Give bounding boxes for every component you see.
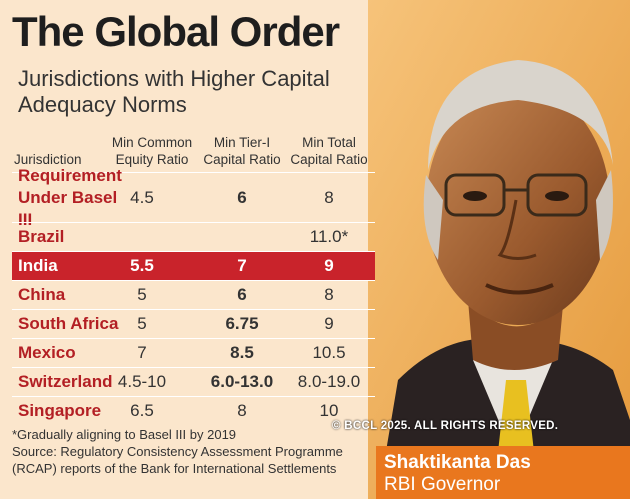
table-row: China 5 6 8: [12, 280, 375, 309]
table-row: Requirement Under Basel III 4.5 6 8: [12, 166, 375, 229]
header-line: Min Tier-I: [213, 135, 271, 150]
cell-total: 8.0-19.0: [297, 372, 361, 391]
cell-tier1: 6: [237, 187, 247, 207]
row-jurisdiction: Brazil: [18, 227, 65, 246]
cell-equity: 7: [137, 343, 147, 362]
header-line: Capital Ratio: [290, 152, 368, 167]
cell-tier1: 8: [237, 401, 247, 420]
table-row: Switzerland 4.5-10 6.0-13.0 8.0-19.0: [12, 367, 375, 396]
header-total-ratio: Min Total Capital Ratio: [284, 134, 374, 168]
header-jurisdiction: Jurisdiction: [14, 152, 82, 167]
cell-tier1: 6: [237, 285, 247, 304]
cell-total: 9: [324, 314, 334, 333]
cell-equity: 6.5: [130, 401, 154, 420]
row-jurisdiction: India: [18, 256, 58, 275]
cell-total: 8: [324, 187, 334, 207]
footnote-block: *Gradually aligning to Basel III by 2019…: [12, 426, 377, 477]
cell-total: 10.5: [312, 343, 346, 362]
page-title: The Global Order: [12, 8, 340, 55]
row-jurisdiction: Switzerland: [18, 372, 113, 391]
source-text: Source: Regulatory Consistency Assessmen…: [12, 444, 343, 476]
table-header: Jurisdiction Min Common Equity Ratio Min …: [12, 130, 375, 172]
table-row: Singapore 6.5 8 10: [12, 396, 375, 425]
table-row: Brazil 11.0*: [12, 222, 375, 251]
cell-total: 11.0*: [309, 227, 349, 246]
cell-total: 9: [324, 256, 334, 275]
page-subtitle: Jurisdictions with Higher Capital Adequa…: [18, 66, 330, 117]
header-tier1-ratio: Min Tier-I Capital Ratio: [202, 134, 282, 168]
footnote-text: *Gradually aligning to Basel III by 2019: [12, 427, 237, 442]
capital-ratio-table: Jurisdiction Min Common Equity Ratio Min …: [12, 130, 375, 425]
row-jurisdiction: South Africa: [18, 314, 119, 333]
photo-caption: Shaktikanta Das RBI Governor: [376, 446, 630, 499]
cell-tier1: 8.5: [230, 343, 254, 362]
cell-equity: 4.5: [130, 187, 154, 207]
row-jurisdiction: Singapore: [18, 401, 102, 420]
cell-equity: 5: [137, 285, 147, 304]
table-row-highlighted: India 5.5 7 9: [12, 251, 375, 280]
cell-tier1: 6.0-13.0: [210, 372, 274, 391]
row-jurisdiction: Mexico: [18, 343, 76, 362]
header-line: Min Total: [302, 135, 356, 150]
cell-equity: 5: [137, 314, 147, 333]
table-row: South Africa 5 6.75 9: [12, 309, 375, 338]
cell-equity: 5.5: [130, 256, 154, 275]
header-equity-ratio: Min Common Equity Ratio: [102, 134, 202, 168]
row-jurisdiction: Requirement Under Basel III: [18, 165, 122, 229]
cell-equity: 4.5-10: [117, 372, 167, 391]
caption-name: Shaktikanta Das: [384, 452, 531, 473]
cell-total: 8: [324, 285, 334, 304]
header-line: Min Common: [111, 135, 193, 150]
caption-role: RBI Governor: [384, 474, 501, 495]
cell-tier1: 7: [237, 256, 247, 275]
table-row: Mexico 7 8.5 10.5: [12, 338, 375, 367]
header-line: Equity Ratio: [115, 152, 189, 167]
cell-total: 10: [319, 401, 339, 420]
row-jurisdiction: China: [18, 285, 66, 304]
cell-tier1: 6.75: [225, 314, 259, 333]
header-line: Capital Ratio: [203, 152, 281, 167]
copyright-notice: © BCCL 2025. ALL RIGHTS RESERVED.: [332, 420, 559, 432]
